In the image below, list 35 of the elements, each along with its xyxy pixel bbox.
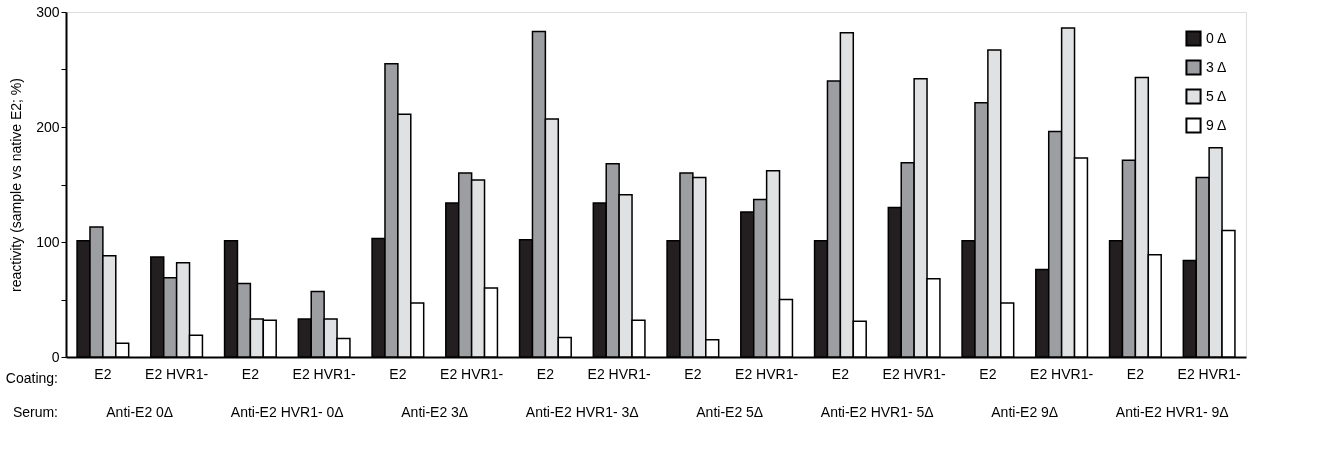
x-tick-label: E2 HVR1- — [440, 365, 504, 382]
text: Anti-E2 HVR1- 0Δ — [230, 404, 344, 420]
x-tick-label: E2 — [389, 365, 407, 382]
text: Anti-E2 HVR1- 9Δ — [1115, 404, 1229, 420]
text: Anti-E2 9Δ — [991, 404, 1059, 420]
x-tick-label: E2 — [241, 365, 260, 382]
legend-label: 9 Δ — [1206, 116, 1227, 133]
x-tick-label: E2 HVR1- — [1030, 365, 1094, 382]
text: Coating: — [5, 370, 58, 386]
x-tick-label: E2 — [536, 365, 555, 382]
x-tick-label: E2 HVR1- — [1177, 365, 1241, 382]
y-axis-title: reactivity (sample vs native E2; %) — [8, 78, 25, 292]
x-tick-label: E2 — [684, 365, 702, 382]
y-tick-label: 0 — [51, 348, 60, 365]
x-tick-label: E2 HVR1- — [882, 365, 946, 382]
y-tick-label: 200 — [36, 118, 60, 135]
text: Anti-E2 3Δ — [401, 404, 469, 420]
x-tick-label: E2 — [979, 365, 997, 382]
x-tick-label: E2 HVR1- — [145, 365, 209, 382]
text: Anti-E2 0Δ — [106, 404, 174, 420]
legend-label: 3 Δ — [1206, 58, 1227, 75]
y-tick-label: 300 — [36, 3, 60, 20]
y-tick-label: 100 — [36, 233, 60, 250]
x-tick-label: E2 — [831, 365, 850, 382]
text: Serum: — [12, 404, 58, 420]
legend-label: 5 Δ — [1206, 87, 1227, 104]
x-tick-label: E2 — [1126, 365, 1145, 382]
x-tick-label: E2 HVR1- — [292, 365, 356, 382]
x-tick-label: E2 — [94, 365, 112, 382]
text: Anti-E2 HVR1- 5Δ — [820, 404, 934, 420]
legend-label: 0 Δ — [1206, 29, 1227, 46]
x-tick-label: E2 HVR1- — [735, 365, 799, 382]
x-tick-label: E2 HVR1- — [587, 365, 651, 382]
text: Anti-E2 5Δ — [696, 404, 764, 420]
text: Anti-E2 HVR1- 3Δ — [525, 404, 639, 420]
